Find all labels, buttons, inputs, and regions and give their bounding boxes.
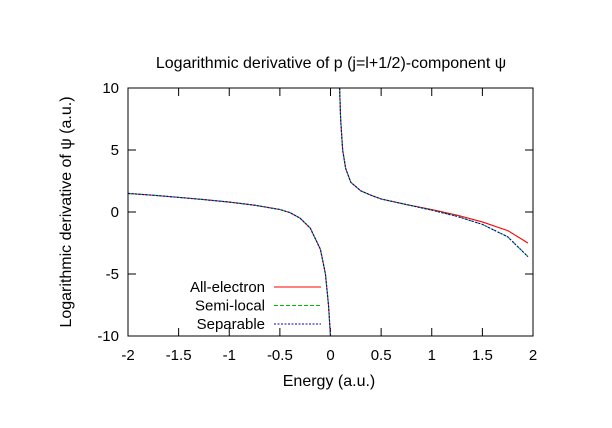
y-tick-label: 0	[111, 204, 119, 221]
x-tick-label: 2	[529, 347, 537, 364]
series-line	[339, 88, 529, 244]
x-tick-label: -1	[223, 347, 236, 364]
x-tick-label: 1.5	[472, 347, 493, 364]
series-line	[128, 192, 332, 336]
y-tick-label: 5	[111, 142, 119, 159]
x-tick-label: 0	[326, 347, 334, 364]
y-tick-label: -10	[97, 328, 119, 345]
series-line	[339, 88, 529, 258]
plot-frame	[127, 87, 534, 337]
legend-label: Separable	[197, 316, 265, 333]
series-line	[128, 192, 332, 336]
series-line	[128, 192, 332, 336]
y-tick-label: -5	[106, 266, 119, 283]
y-tick-label: 10	[102, 80, 119, 97]
series-line	[339, 88, 529, 258]
legend-label: All-electron	[190, 279, 265, 296]
y-axis-label: Logarithmic derivative of ψ (a.u.)	[58, 96, 75, 327]
x-tick-label: -0.5	[267, 347, 293, 364]
plot-lines	[128, 88, 529, 336]
x-axis-label: Energy (a.u.)	[283, 373, 375, 390]
x-tick-label: 1	[428, 347, 436, 364]
axis-ticks: -2 -1.5 -1 -0.5 0 0.5 1 1.5 2 -10 -5 0 5 10	[97, 80, 537, 364]
x-tick-label: -1.5	[166, 347, 192, 364]
chart-title: Logarithmic derivative of p (j=l+1/2)-co…	[156, 55, 506, 72]
legend-label: Semi-local	[195, 298, 265, 315]
x-tick-label: -2	[121, 347, 134, 364]
x-tick-label: 0.5	[371, 347, 392, 364]
